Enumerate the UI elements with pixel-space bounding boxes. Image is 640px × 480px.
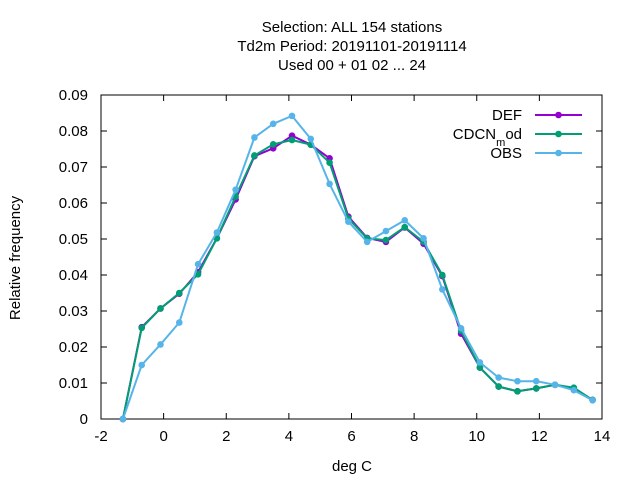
data-point (401, 223, 409, 231)
y-tick-label: 0 (80, 411, 88, 428)
data-point (326, 180, 333, 188)
data-point (194, 260, 202, 268)
legend-label: DEF (492, 107, 522, 124)
data-point (251, 134, 258, 141)
data-point (175, 289, 183, 297)
data-point (288, 136, 296, 144)
legend-entry-def: DEF (492, 107, 582, 124)
legend-swatch-point (555, 149, 562, 157)
data-point (495, 374, 502, 381)
data-point (551, 381, 559, 389)
series-obs (119, 112, 596, 423)
y-tick-label: 0.01 (59, 375, 88, 392)
series-layer (119, 112, 596, 423)
data-point (532, 385, 540, 392)
data-point (382, 227, 390, 235)
data-point (345, 218, 352, 226)
x-axis-label: deg C (332, 458, 372, 475)
data-point (251, 152, 258, 159)
data-point (532, 377, 540, 385)
data-point (175, 319, 183, 326)
data-point (213, 229, 221, 236)
legend-label-sub: m (496, 137, 505, 149)
x-tick-label: 10 (468, 428, 485, 445)
data-point (589, 396, 596, 404)
data-point (476, 364, 484, 371)
y-tick-label: 0.03 (59, 303, 88, 320)
y-tick-label: 0.08 (59, 123, 88, 140)
data-point (138, 361, 146, 369)
data-point (495, 383, 502, 390)
y-tick-label: 0.02 (59, 339, 88, 356)
x-tick-label: 2 (222, 428, 230, 445)
x-tick-label: 12 (531, 428, 548, 445)
data-point (439, 286, 446, 293)
y-tick-label: 0.04 (59, 267, 88, 284)
y-tick-label: 0.09 (59, 87, 88, 104)
x-tick-label: -2 (94, 428, 107, 445)
legend-swatch-point (555, 130, 562, 138)
chart-title: Selection: ALL 154 stations Td2m Period:… (237, 19, 466, 74)
data-point (157, 341, 164, 348)
title-line-3: Used 00 + 01 02 ... 24 (278, 57, 426, 74)
series-def (119, 132, 596, 423)
data-point (514, 387, 521, 395)
data-point (570, 386, 578, 394)
data-point (382, 236, 390, 244)
title-line-2: Td2m Period: 20191101-20191114 (237, 38, 466, 55)
x-tick-label: 4 (285, 428, 293, 445)
series-line (121, 114, 594, 420)
legend-label: OBS (490, 145, 522, 162)
x-tick-label: 8 (410, 428, 418, 445)
data-point (138, 324, 146, 332)
data-point (420, 234, 427, 242)
title-line-1: Selection: ALL 154 stations (262, 19, 442, 36)
data-point (326, 159, 333, 166)
y-tick-label: 0.06 (59, 195, 88, 212)
legend-label: CDCNmod (453, 126, 522, 149)
x-tick-label: 0 (159, 428, 167, 445)
axes-layer: 0 0.01 0.02 0.03 0.04 0.05 0.06 0.07 0.08 0.09 -2 0… (59, 87, 611, 445)
data-point (514, 377, 521, 385)
data-point (269, 120, 277, 128)
data-point (119, 415, 127, 423)
data-point (269, 141, 277, 148)
legend-label-tail: od (505, 126, 522, 143)
legend-entry-obs: OBS (490, 145, 582, 162)
y-tick-label: 0.07 (59, 159, 88, 176)
data-point (439, 271, 446, 279)
legend-swatch-point (555, 111, 562, 119)
x-tick-label: 14 (594, 428, 611, 445)
data-point (288, 112, 296, 120)
data-point (157, 305, 164, 312)
data-point (232, 186, 239, 193)
legend-entry-cdcn-mod: CDCNmod (453, 126, 582, 149)
data-point (476, 359, 484, 366)
data-point (363, 238, 371, 246)
data-point (457, 324, 465, 332)
x-tick-label: 6 (347, 428, 355, 445)
legend-label-main: CDCN (453, 126, 496, 143)
data-point (401, 216, 409, 224)
data-point (194, 270, 202, 278)
plot-frame (100, 94, 603, 420)
y-tick-label: 0.05 (59, 231, 88, 248)
y-axis-label: Relative frequency (7, 195, 24, 320)
data-point (307, 135, 315, 143)
